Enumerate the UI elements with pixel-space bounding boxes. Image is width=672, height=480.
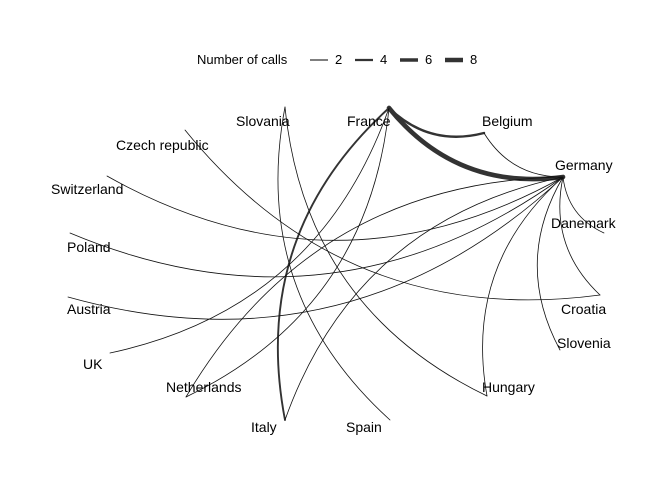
legend-title: Number of calls [197,52,288,67]
edge-germany-slovenia [536,176,564,351]
node-label-danemark: Danemark [551,215,617,231]
node-label-slovania: Slovania [236,113,290,129]
node-label-hungary: Hungary [482,379,535,395]
nodes-layer: France Belgium Germany Danemark Croatia Slove… [51,113,617,435]
edge-germany-danemark [562,176,605,234]
edge-germany-netherlands [185,176,564,398]
legend-label-8: 8 [470,52,477,67]
node-label-switzerland: Switzerland [51,181,123,197]
node-label-france: France [347,113,391,129]
edge-germany-croatia [559,176,601,296]
edge-slovania-spain [277,106,391,421]
node-label-italy: Italy [251,419,277,435]
legend-label-2: 2 [335,52,342,67]
edge-france-germany [386,105,566,182]
legend-label-4: 4 [380,52,387,67]
edge-france-uk [109,107,390,354]
edge-slovania-hungary [284,106,488,397]
edge-germany-austria [67,176,564,320]
edge-france-belgium [387,106,486,138]
edge-germany-hungary [482,176,564,397]
edge-belgium-germany [483,132,564,178]
edge-france-italy [276,107,390,421]
edge-france-netherlands [185,107,390,398]
legend-label-6: 6 [425,52,432,67]
node-label-belgium: Belgium [482,113,533,129]
node-label-slovenia: Slovenia [557,335,611,351]
node-label-uk: UK [83,356,103,372]
node-label-spain: Spain [346,419,382,435]
edge-germany-italy [284,176,564,421]
node-label-croatia: Croatia [561,301,606,317]
node-label-czech: Czech republic [116,137,209,153]
edge-germany-poland [69,176,564,278]
node-label-germany: Germany [555,157,613,173]
legend: Number of calls 2 4 6 8 [197,52,477,67]
edge-czech-croatia [184,129,601,301]
edges-layer [67,105,605,421]
node-label-netherlands: Netherlands [166,379,242,395]
edge-germany-switzerland [106,175,564,241]
node-label-poland: Poland [67,239,111,255]
node-label-austria: Austria [67,301,111,317]
